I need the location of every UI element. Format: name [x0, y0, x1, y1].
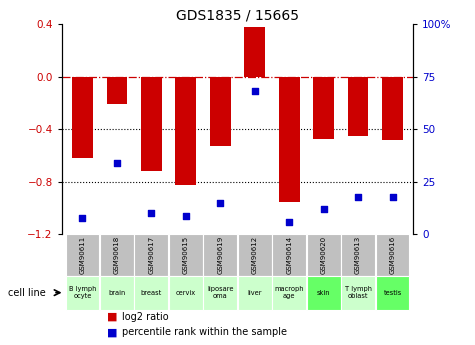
Text: GSM90612: GSM90612 [252, 236, 258, 274]
Text: log2 ratio: log2 ratio [122, 312, 168, 322]
Text: skin: skin [317, 290, 331, 296]
Bar [245, 27, 265, 77]
Bar [279, 77, 300, 201]
Bar [169, 235, 203, 276]
Point [182, 213, 190, 218]
Text: cell line: cell line [9, 288, 46, 298]
Bar [134, 276, 168, 309]
Text: GSM90611: GSM90611 [79, 236, 86, 274]
Text: liver: liver [247, 290, 262, 296]
Point [354, 194, 362, 199]
Text: GSM90616: GSM90616 [390, 236, 396, 274]
Bar [100, 235, 134, 276]
Bar [175, 77, 196, 185]
Bar [210, 77, 230, 146]
Bar [376, 276, 409, 309]
Text: liposare
oma: liposare oma [207, 286, 234, 299]
Point [389, 194, 396, 199]
Text: GSM90620: GSM90620 [321, 236, 327, 274]
Bar [141, 77, 162, 171]
Bar [341, 235, 375, 276]
Bar [169, 276, 203, 309]
Bar [307, 235, 341, 276]
Point [251, 89, 258, 94]
Bar [72, 77, 93, 158]
Point [320, 206, 327, 212]
Point [79, 215, 86, 220]
Text: GSM90615: GSM90615 [183, 236, 189, 274]
Bar [100, 276, 134, 309]
Bar [203, 235, 237, 276]
Title: GDS1835 / 15665: GDS1835 / 15665 [176, 9, 299, 23]
Point [285, 219, 293, 225]
Bar [272, 235, 306, 276]
Text: GSM90617: GSM90617 [148, 236, 154, 274]
Text: GSM90618: GSM90618 [114, 236, 120, 274]
Bar [134, 235, 168, 276]
Text: brain: brain [108, 290, 125, 296]
Bar [376, 235, 409, 276]
Bar [66, 235, 99, 276]
Bar [66, 276, 99, 309]
Bar [341, 276, 375, 309]
Text: GSM90619: GSM90619 [217, 236, 223, 274]
Text: GSM90614: GSM90614 [286, 236, 292, 274]
Bar [238, 276, 272, 309]
Bar [307, 276, 341, 309]
Bar [238, 235, 272, 276]
Text: GSM90613: GSM90613 [355, 236, 361, 274]
Bar [348, 77, 369, 136]
Point [113, 160, 121, 166]
Text: cervix: cervix [176, 290, 196, 296]
Text: breast: breast [141, 290, 162, 296]
Text: macroph
age: macroph age [275, 286, 304, 299]
Text: percentile rank within the sample: percentile rank within the sample [122, 327, 286, 337]
Text: testis: testis [383, 290, 402, 296]
Bar [314, 77, 334, 138]
Bar [106, 77, 127, 104]
Point [217, 200, 224, 206]
Bar [272, 276, 306, 309]
Bar [382, 77, 403, 140]
Point [148, 211, 155, 216]
Text: ■: ■ [107, 327, 118, 337]
Text: ■: ■ [107, 312, 118, 322]
Text: B lymph
ocyte: B lymph ocyte [69, 286, 96, 299]
Bar [203, 276, 237, 309]
Text: T lymph
oblast: T lymph oblast [345, 286, 371, 299]
